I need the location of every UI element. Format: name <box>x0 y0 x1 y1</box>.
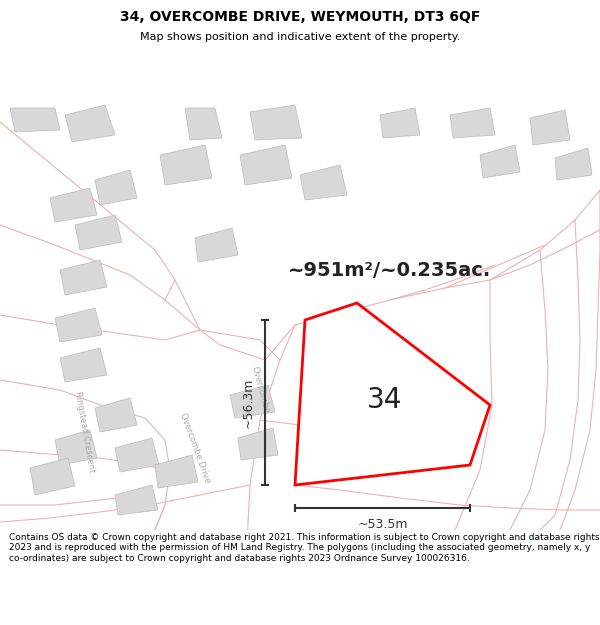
Polygon shape <box>185 108 222 140</box>
Polygon shape <box>65 105 115 142</box>
Polygon shape <box>10 108 60 132</box>
Text: 34, OVERCOMBE DRIVE, WEYMOUTH, DT3 6QF: 34, OVERCOMBE DRIVE, WEYMOUTH, DT3 6QF <box>120 10 480 24</box>
Polygon shape <box>555 148 592 180</box>
Polygon shape <box>238 428 278 460</box>
Polygon shape <box>195 228 238 262</box>
Polygon shape <box>480 145 520 178</box>
Polygon shape <box>230 385 275 418</box>
Text: Contains OS data © Crown copyright and database right 2021. This information is : Contains OS data © Crown copyright and d… <box>9 533 599 562</box>
Text: Ringstead Crescent: Ringstead Crescent <box>73 391 97 473</box>
Polygon shape <box>55 308 102 342</box>
Polygon shape <box>530 110 570 145</box>
Polygon shape <box>295 303 490 485</box>
Text: Overcombe Drive: Overcombe Drive <box>178 412 212 484</box>
Text: ~53.5m: ~53.5m <box>357 518 408 531</box>
Polygon shape <box>240 145 292 185</box>
Text: ~951m²/~0.235ac.: ~951m²/~0.235ac. <box>289 261 491 279</box>
Text: 34: 34 <box>367 386 403 414</box>
Polygon shape <box>60 260 107 295</box>
Polygon shape <box>250 105 302 140</box>
Polygon shape <box>160 145 212 185</box>
Polygon shape <box>335 358 376 392</box>
Polygon shape <box>50 188 97 222</box>
Polygon shape <box>115 485 158 515</box>
Polygon shape <box>115 438 159 472</box>
Text: Overcombe: Overcombe <box>250 365 271 415</box>
Polygon shape <box>95 398 137 432</box>
Polygon shape <box>300 165 347 200</box>
Polygon shape <box>55 430 97 465</box>
Polygon shape <box>95 170 137 205</box>
Polygon shape <box>75 215 122 250</box>
Text: Map shows position and indicative extent of the property.: Map shows position and indicative extent… <box>140 32 460 43</box>
Polygon shape <box>450 108 495 138</box>
Polygon shape <box>380 108 420 138</box>
Polygon shape <box>30 458 75 495</box>
Text: ~56.3m: ~56.3m <box>242 378 255 428</box>
Polygon shape <box>60 348 107 382</box>
Polygon shape <box>155 455 198 488</box>
